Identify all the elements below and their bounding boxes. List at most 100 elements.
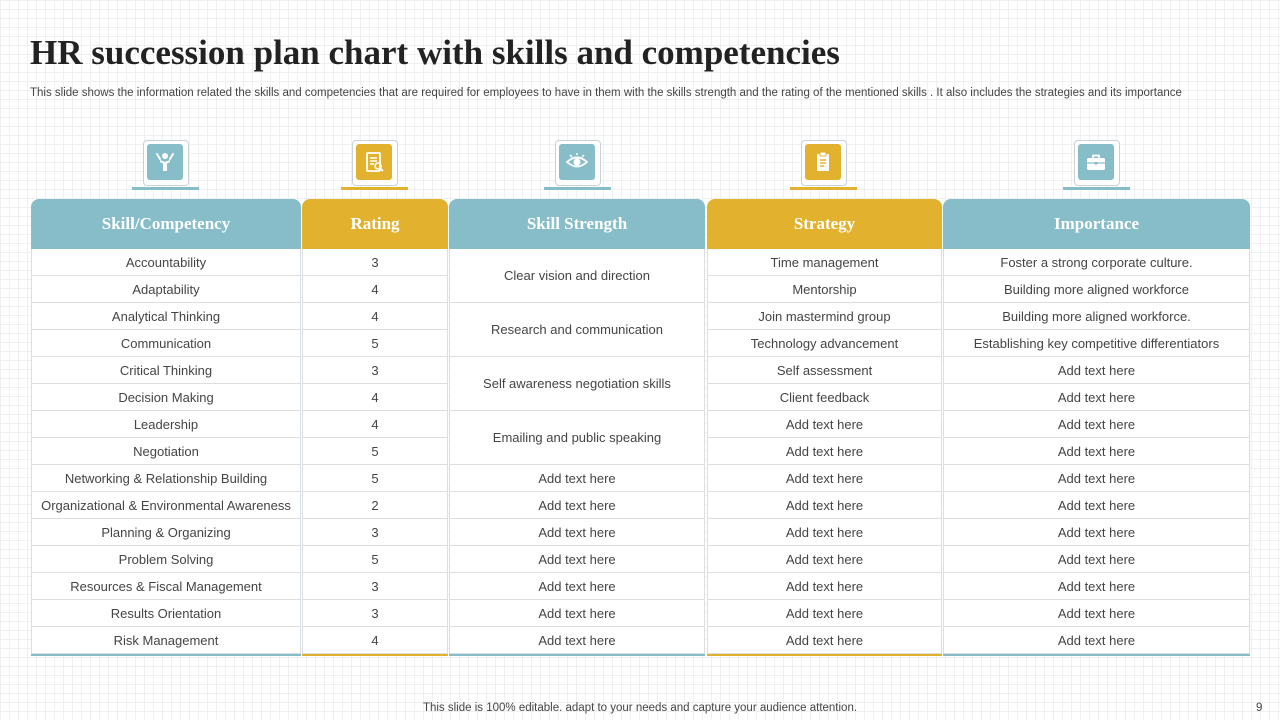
strength-cell: Emailing and public speaking — [450, 411, 704, 465]
rating-header: Rating — [302, 199, 448, 249]
strategy-cell: Mentorship — [708, 276, 941, 303]
page-title: HR succession plan chart with skills and… — [30, 33, 840, 72]
strategy-cell: Add text here — [708, 492, 941, 519]
strength-cell: Clear vision and direction — [450, 249, 704, 303]
icon-underline — [341, 187, 408, 190]
briefcase-icon — [1074, 140, 1120, 186]
checklist-clipboard-icon — [352, 140, 398, 186]
strategy-cell: Add text here — [708, 546, 941, 573]
skill-cell: Risk Management — [32, 627, 300, 654]
strength-cell: Add text here — [450, 519, 704, 546]
strength-cell: Add text here — [450, 600, 704, 627]
importance-cell: Add text here — [944, 519, 1249, 546]
strategy-cell: Add text here — [708, 627, 941, 654]
strategy-cell: Add text here — [708, 465, 941, 492]
importance-cell: Establishing key competitive differentia… — [944, 330, 1249, 357]
column-footer-line — [943, 654, 1250, 656]
skill-column: Skill/Competency Accountability Adaptabil… — [31, 199, 301, 656]
rating-cell: 3 — [303, 519, 447, 546]
skill-cell: Analytical Thinking — [32, 303, 300, 330]
icon-underline — [132, 187, 199, 190]
rating-cell: 3 — [303, 573, 447, 600]
skill-cell: Negotiation — [32, 438, 300, 465]
importance-cell: Add text here — [944, 357, 1249, 384]
importance-cell: Add text here — [944, 546, 1249, 573]
importance-cell: Add text here — [944, 627, 1249, 654]
importance-cell: Building more aligned workforce — [944, 276, 1249, 303]
strength-cell: Add text here — [450, 627, 704, 654]
rating-cell: 5 — [303, 330, 447, 357]
page-subtitle: This slide shows the information related… — [30, 87, 1182, 99]
rating-cell: 3 — [303, 249, 447, 276]
rating-cell: 4 — [303, 627, 447, 654]
importance-cell: Foster a strong corporate culture. — [944, 249, 1249, 276]
column-footer-line — [302, 654, 448, 656]
column-footer-line — [31, 654, 301, 656]
strategy-cell: Add text here — [708, 519, 941, 546]
strategy-cell: Add text here — [708, 573, 941, 600]
strategy-column: Strategy Time management Mentorship Join m… — [707, 199, 942, 656]
skill-cell: Resources & Fiscal Management — [32, 573, 300, 600]
strategy-cell: Client feedback — [708, 384, 941, 411]
strength-cell: Add text here — [450, 492, 704, 519]
importance-header: Importance — [943, 199, 1250, 249]
rating-cell: 3 — [303, 357, 447, 384]
rating-cell: 3 — [303, 600, 447, 627]
icon-underline — [790, 187, 857, 190]
rating-cell: 5 — [303, 465, 447, 492]
importance-cell: Building more aligned workforce. — [944, 303, 1249, 330]
column-footer-line — [449, 654, 705, 656]
skill-cell: Planning & Organizing — [32, 519, 300, 546]
skill-cell: Leadership — [32, 411, 300, 438]
strategy-cell: Add text here — [708, 600, 941, 627]
strategy-cell: Self assessment — [708, 357, 941, 384]
rating-cell: 4 — [303, 411, 447, 438]
strength-cell: Add text here — [450, 465, 704, 492]
rating-cell: 4 — [303, 384, 447, 411]
strength-header: Skill Strength — [449, 199, 705, 249]
skill-cell: Results Orientation — [32, 600, 300, 627]
importance-cell: Add text here — [944, 465, 1249, 492]
importance-cell: Add text here — [944, 438, 1249, 465]
strategy-cell: Join mastermind group — [708, 303, 941, 330]
eye-icon — [555, 140, 601, 186]
rating-cell: 2 — [303, 492, 447, 519]
strategy-cell: Add text here — [708, 411, 941, 438]
strength-column: Skill Strength Clear vision and directio… — [449, 199, 705, 656]
skill-header: Skill/Competency — [31, 199, 301, 249]
strategy-cell: Add text here — [708, 438, 941, 465]
importance-cell: Add text here — [944, 573, 1249, 600]
clipboard-icon — [801, 140, 847, 186]
importance-column: Importance Foster a strong corporate cul… — [943, 199, 1250, 656]
skill-cell: Communication — [32, 330, 300, 357]
rating-cell: 4 — [303, 276, 447, 303]
importance-cell: Add text here — [944, 384, 1249, 411]
page-number: 9 — [1256, 702, 1263, 714]
column-footer-line — [707, 654, 942, 656]
rating-cell: 5 — [303, 438, 447, 465]
skill-cell: Adaptability — [32, 276, 300, 303]
rating-cell: 4 — [303, 303, 447, 330]
importance-cell: Add text here — [944, 492, 1249, 519]
importance-cell: Add text here — [944, 411, 1249, 438]
importance-cell: Add text here — [944, 600, 1249, 627]
strength-cell: Add text here — [450, 573, 704, 600]
strategy-cell: Technology advancement — [708, 330, 941, 357]
skill-cell: Decision Making — [32, 384, 300, 411]
skill-cell: Organizational & Environmental Awareness — [32, 492, 300, 519]
strength-cell: Research and communication — [450, 303, 704, 357]
strength-cell: Self awareness negotiation skills — [450, 357, 704, 411]
skill-cell: Accountability — [32, 249, 300, 276]
skill-cell: Problem Solving — [32, 546, 300, 573]
icon-underline — [1063, 187, 1130, 190]
rating-cell: 5 — [303, 546, 447, 573]
footer-note: This slide is 100% editable. adapt to yo… — [422, 702, 858, 714]
person-achievement-icon — [143, 140, 189, 186]
strategy-header: Strategy — [707, 199, 942, 249]
strength-cell: Add text here — [450, 546, 704, 573]
strategy-cell: Time management — [708, 249, 941, 276]
icon-underline — [544, 187, 611, 190]
skill-cell: Critical Thinking — [32, 357, 300, 384]
skill-cell: Networking & Relationship Building — [32, 465, 300, 492]
